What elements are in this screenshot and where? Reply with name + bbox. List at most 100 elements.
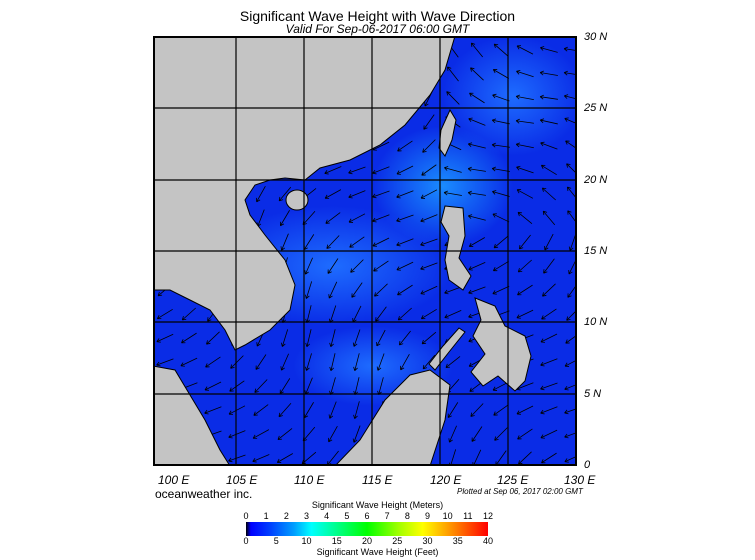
colorbar-tick: 20	[361, 536, 373, 546]
direction-arrow	[494, 427, 508, 441]
direction-arrow	[566, 309, 577, 321]
direction-arrow	[565, 334, 577, 344]
wave-height-map	[153, 36, 577, 466]
direction-arrow	[228, 454, 246, 463]
direction-arrow	[492, 69, 509, 79]
map-frame	[153, 36, 577, 466]
direction-arrow	[540, 333, 558, 343]
direction-arrow	[324, 166, 342, 175]
direction-arrow	[373, 260, 389, 272]
colorbar-tick: 10	[442, 511, 453, 521]
direction-arrow	[396, 214, 414, 223]
direction-arrow	[470, 42, 483, 58]
direction-arrow	[324, 189, 342, 199]
direction-arrow	[327, 258, 339, 274]
direction-arrow	[348, 166, 366, 175]
lat-label: 30 N	[584, 31, 608, 43]
direction-arrow	[467, 214, 486, 221]
plotted-time: Plotted at Sep 06, 2017 02:00 GMT	[457, 487, 583, 496]
colorbar-tick: 9	[424, 511, 431, 521]
colorbar-tick: 35	[452, 536, 463, 546]
direction-arrow	[516, 405, 534, 415]
direction-arrow	[445, 356, 461, 369]
direction-arrow	[278, 186, 292, 202]
direction-arrow	[396, 261, 414, 271]
direction-arrow	[563, 70, 577, 76]
direction-arrow	[328, 401, 337, 419]
direction-arrow	[444, 286, 462, 295]
direction-arrow	[468, 286, 486, 295]
direction-arrow	[353, 353, 360, 371]
direction-arrow	[517, 211, 533, 225]
direction-arrow	[492, 93, 510, 102]
colorbar-tick: 2	[283, 511, 289, 521]
direction-arrow	[372, 190, 390, 199]
direction-arrow	[228, 430, 246, 439]
direction-arrow	[376, 329, 386, 347]
map-subtitle: Valid For Sep-06-2017 06:00 GMT	[285, 22, 470, 36]
direction-arrow	[540, 164, 557, 176]
direction-arrow	[423, 114, 435, 130]
direction-arrow	[278, 403, 292, 418]
direction-arrow	[325, 212, 341, 224]
direction-arrow	[329, 353, 336, 372]
direction-arrow	[493, 404, 509, 416]
direction-arrow	[422, 354, 436, 370]
lat-label: 5 N	[584, 388, 602, 400]
direction-arrow	[540, 429, 558, 439]
direction-arrow	[205, 356, 221, 368]
direction-arrow	[372, 237, 390, 247]
direction-arrow	[470, 67, 484, 81]
direction-arrow	[515, 94, 534, 101]
direction-arrow	[517, 284, 533, 296]
direction-arrow	[564, 455, 577, 463]
lon-label: 100 E	[158, 473, 190, 487]
lat-label: 0	[584, 459, 591, 471]
direction-arrow	[397, 140, 413, 152]
direction-arrow	[448, 425, 457, 443]
colorbar-tick: 0	[243, 536, 249, 546]
colorbar-tick: 5	[273, 536, 279, 546]
direction-arrow	[519, 234, 531, 250]
direction-arrow	[400, 353, 410, 371]
direction-arrow	[328, 425, 338, 443]
colorbar-tick: 7	[384, 511, 390, 521]
direction-arrow	[422, 139, 436, 153]
direction-arrow	[542, 283, 556, 297]
colorbar-tick: 3	[303, 511, 310, 521]
lon-label: 125 E	[497, 473, 529, 487]
direction-arrow	[544, 233, 554, 251]
direction-arrow	[515, 118, 534, 124]
direction-arrow	[397, 307, 412, 321]
direction-arrow	[255, 354, 267, 370]
land-hainan	[285, 189, 309, 211]
colorbar-tick: 12	[482, 511, 494, 521]
direction-arrow	[396, 165, 414, 175]
direction-arrow	[229, 380, 245, 392]
direction-arrow	[564, 117, 577, 125]
direction-arrow	[542, 210, 556, 226]
direction-arrow	[421, 164, 437, 176]
direction-arrow	[540, 358, 558, 367]
direction-arrow	[253, 404, 269, 416]
colorbar-tick: 1	[263, 511, 269, 521]
direction-arrow	[396, 190, 414, 199]
direction-arrow	[492, 260, 509, 272]
direction-arrow	[540, 382, 558, 391]
direction-arrow	[372, 166, 390, 175]
direction-arrow	[181, 307, 196, 321]
brand-label: oceanweather inc.	[155, 487, 253, 501]
lat-label: 20 N	[584, 174, 608, 186]
direction-arrow	[468, 262, 486, 271]
direction-arrow	[252, 454, 270, 463]
direction-arrow	[539, 70, 558, 76]
direction-arrow	[564, 359, 577, 367]
direction-arrow	[468, 117, 486, 126]
land-taiwan	[438, 108, 457, 157]
direction-arrow	[539, 118, 558, 125]
direction-arrow	[517, 259, 532, 273]
direction-arrow	[254, 379, 268, 393]
land-malay-peninsula	[153, 365, 231, 466]
direction-arrow	[304, 281, 313, 299]
direction-arrow	[348, 213, 366, 223]
